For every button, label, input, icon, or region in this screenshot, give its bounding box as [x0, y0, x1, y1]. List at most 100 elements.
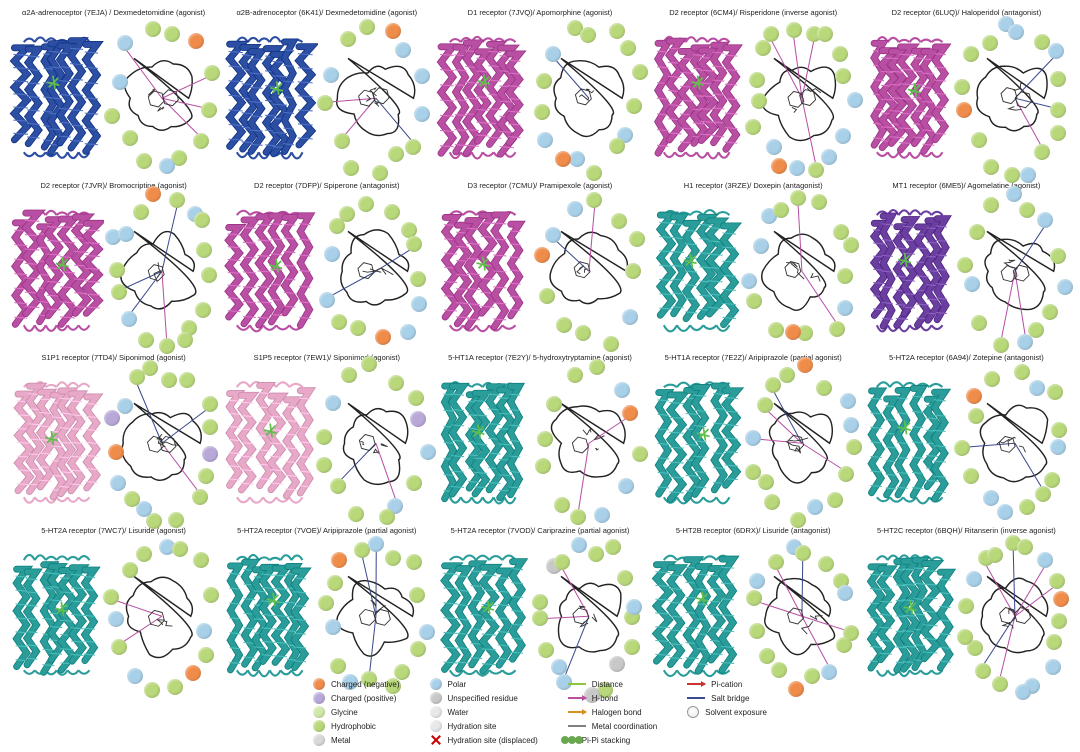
residue-sphere: [1034, 144, 1050, 160]
legend-label: Charged (positive): [331, 694, 396, 703]
panel-title: 5-HT2A receptor (7WC7)/ Lisuride (agonis…: [41, 526, 186, 536]
residue-sphere: [343, 160, 359, 176]
legend-swatch-line: [568, 725, 586, 727]
residue-sphere: [122, 562, 138, 578]
receptor-panel: D2 receptor (7JVR)/ Bromocriptine (agoni…: [10, 181, 217, 350]
legend-column: PolarUnspecified residueWaterHydration s…: [430, 678, 538, 746]
legend-swatch-line: [568, 711, 586, 713]
legend-swatch-line: [568, 683, 586, 685]
legend-swatch-line: [687, 697, 705, 699]
residue-sphere: [324, 246, 340, 262]
residue-sphere: [1050, 102, 1066, 118]
interaction-diagram: [746, 538, 858, 695]
residue-sphere: [316, 429, 332, 445]
residue-sphere: [546, 396, 562, 412]
receptor-panel: 5-HT2A receptor (7WC7)/ Lisuride (agonis…: [10, 526, 217, 695]
interaction-diagram: [533, 365, 645, 522]
ribbon-cartoon: [435, 20, 530, 177]
residue-sphere: [1051, 422, 1067, 438]
panel-title: D2 receptor (6LUQ)/ Haloperidol (antagon…: [892, 8, 1042, 18]
legend-label: Hydrophobic: [331, 722, 376, 731]
residue-sphere: [632, 446, 648, 462]
residue-sphere: [1020, 167, 1036, 183]
residue-sphere: [790, 190, 806, 206]
legend-item: Solvent exposure: [687, 706, 767, 718]
residue-sphere: [954, 79, 970, 95]
residue-sphere: [624, 639, 640, 655]
residue-sphere: [1048, 43, 1064, 59]
legend-label: Pi-cation: [711, 680, 742, 689]
residue-sphere: [749, 72, 765, 88]
residue-sphere: [620, 40, 636, 56]
residue-sphere: [159, 338, 175, 354]
residue-sphere: [410, 271, 426, 287]
residue-sphere: [622, 309, 638, 325]
residue-sphere: [551, 659, 567, 675]
ribbon-cartoon: [9, 193, 104, 350]
residue-sphere: [198, 647, 214, 663]
legend-label: Pi-Pi stacking: [582, 736, 630, 745]
legend-label: Water: [448, 708, 469, 717]
receptor-panel: α2A-adrenoceptor (7EJA) / Dexmedetomidin…: [10, 8, 217, 177]
residue-sphere: [1034, 34, 1050, 50]
receptor-panel: D1 receptor (7JVQ)/ Apomorphine (agonist…: [436, 8, 643, 177]
residue-sphere: [192, 489, 208, 505]
residue-sphere: [410, 641, 426, 657]
residue-sphere: [963, 468, 979, 484]
residue-sphere: [987, 547, 1003, 563]
panel-title: S1P5 receptor (7EW1)/ Siponimod (agonist…: [254, 353, 400, 363]
ribbon-cartoon: [9, 538, 104, 695]
legend-label: Metal coordination: [592, 722, 657, 731]
residue-sphere: [193, 552, 209, 568]
panel-title: H1 receptor (3RZE)/ Doxepin (antagonist): [684, 181, 823, 191]
residue-sphere: [795, 545, 811, 561]
legend: Charged (negative)Charged (positive)Glyc…: [0, 676, 1080, 748]
ribbon-cartoon: [435, 538, 530, 695]
residue-sphere: [807, 499, 823, 515]
residue-sphere: [605, 539, 621, 555]
panel-title: D2 receptor (7DFP)/ Spiperone (antagonis…: [254, 181, 400, 191]
residue-sphere: [172, 541, 188, 557]
residue-sphere: [603, 336, 619, 352]
legend-swatch-circle: [430, 678, 442, 690]
residue-sphere: [330, 658, 346, 674]
legend-item: Glycine: [313, 706, 399, 718]
residue-sphere: [569, 151, 585, 167]
receptor-panel: S1P5 receptor (7EW1)/ Siponimod (agonist…: [223, 353, 430, 522]
residue-sphere: [629, 231, 645, 247]
ribbon-cartoon: [435, 193, 530, 350]
interaction-diagram: [959, 193, 1071, 350]
legend-swatch-ring: [687, 706, 699, 718]
receptor-panel: 5-HT2A receptor (6A94)/ Zotepine (antago…: [863, 353, 1070, 522]
residue-sphere: [983, 490, 999, 506]
panel-title: 5-HT1A receptor (7E2Y)/ 5-hydroxytryptam…: [448, 353, 632, 363]
residue-sphere: [110, 475, 126, 491]
receptor-panel: 5-HT2B receptor (6DRX)/ Lisuride (antago…: [650, 526, 857, 695]
panel-title: S1P1 receptor (7TD4)/ Siponimod (agonist…: [41, 353, 185, 363]
receptor-panel: D2 receptor (6CM4)/ Risperidone (inverse…: [650, 8, 857, 177]
receptor-panel: 5-HT2A receptor (7VOD)/ Cariprazine (par…: [436, 526, 643, 695]
residue-sphere: [555, 151, 571, 167]
residue-sphere: [372, 165, 388, 181]
residue-sphere: [388, 375, 404, 391]
residue-sphere: [746, 293, 762, 309]
ribbon-cartoon: [222, 20, 317, 177]
residue-sphere: [145, 186, 161, 202]
residue-sphere: [808, 162, 824, 178]
residue-sphere: [609, 656, 625, 672]
residue-sphere: [632, 64, 648, 80]
receptor-panel: H1 receptor (3RZE)/ Doxepin (antagonist): [650, 181, 857, 350]
residue-sphere: [609, 23, 625, 39]
interaction-diagram: [320, 538, 432, 695]
residue-sphere: [203, 587, 219, 603]
legend-label: H-bond: [592, 694, 618, 703]
legend-item: Pi-cation: [687, 678, 767, 690]
residue-sphere: [317, 95, 333, 111]
legend-swatch-line: [568, 697, 586, 699]
interaction-diagram: [106, 20, 218, 177]
residue-sphere: [779, 367, 795, 383]
residue-sphere: [588, 546, 604, 562]
residue-sphere: [757, 397, 773, 413]
residue-sphere: [1050, 248, 1066, 264]
panel-title: D1 receptor (7JVQ)/ Apomorphine (agonist…: [468, 8, 613, 18]
